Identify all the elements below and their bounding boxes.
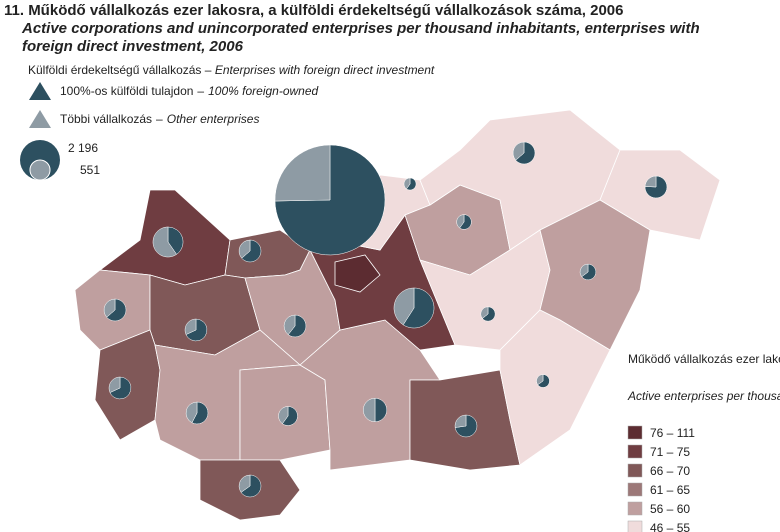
pie-foreign (537, 374, 550, 388)
pie-other (274, 144, 331, 202)
pie-foreign (241, 239, 262, 263)
dash: – (205, 63, 212, 77)
class-legend-title: Active enterprises per thousands (627, 389, 780, 403)
legend-en: 100% foreign-owned (208, 84, 318, 98)
pie-foreign (515, 141, 536, 165)
class-label: 76 – 111 (650, 426, 695, 440)
size-legend-circle (29, 159, 51, 181)
pie-foreign (581, 263, 597, 281)
legend-hu: Többi vállalkozás (60, 112, 152, 126)
pie-foreign (167, 226, 184, 255)
pie-other (185, 401, 198, 424)
pie-other (454, 414, 467, 428)
class-swatch (627, 425, 643, 440)
size-legend-label: 2 196 (68, 141, 98, 155)
subtitle: foreign direct investment, 2006 (22, 38, 244, 55)
class-label: 71 – 75 (650, 445, 690, 459)
class-swatch (627, 482, 643, 497)
legend: 100%-os külföldi tulajdon –100% foreign-o… (20, 82, 780, 532)
pie-other (238, 474, 251, 493)
pie-foreign (644, 175, 668, 199)
pie-foreign (240, 474, 262, 498)
pie-other (403, 177, 411, 190)
pie-foreign (482, 306, 496, 322)
class-legend-title: Működő vállalkozás ezer lakosra (628, 352, 780, 366)
pie-other (108, 376, 121, 393)
legend-hu: 100%-os külföldi tulajdon (60, 84, 193, 98)
subtitle: Active corporations and unincorporated e… (21, 20, 700, 37)
legend-title: Külföldi érdekeltségű vállalkozás – Ente… (28, 63, 435, 77)
pie-foreign (109, 376, 132, 400)
class-swatch (627, 444, 643, 459)
pie-foreign (374, 397, 387, 423)
pie-other (283, 314, 296, 335)
pie-foreign (402, 287, 435, 329)
size-legend-label: 551 (80, 163, 100, 177)
pie-other (103, 298, 116, 318)
legend-item: 100%-os külföldi tulajdon –100% foreign-o… (60, 84, 319, 98)
pie-other (456, 214, 465, 229)
pie-other (363, 397, 376, 423)
legend-symbol (29, 82, 51, 100)
pie-other (152, 226, 177, 258)
pie-foreign (106, 298, 127, 322)
legend-title-hu: Külföldi érdekeltségű vállalkozás (28, 63, 201, 77)
class-swatch (627, 501, 643, 516)
pie-other (536, 374, 544, 386)
title: 11. Működő vállalkozás ezer lakosra, a k… (4, 2, 623, 19)
pie-foreign (282, 406, 298, 426)
dash: – (156, 112, 163, 126)
legend-en: Other enterprises (167, 112, 260, 126)
pie-foreign (191, 401, 209, 425)
pie-other (480, 306, 489, 319)
map (74, 109, 721, 521)
pie-other (393, 287, 415, 326)
pie-foreign (459, 214, 472, 230)
pie-foreign (185, 318, 208, 342)
region (334, 254, 381, 293)
pie-other (184, 318, 197, 335)
pie-other (238, 239, 251, 259)
legend-symbol (29, 110, 51, 128)
region (499, 309, 611, 466)
pie-other (512, 141, 525, 161)
legend-item: Többi vállalkozás – Other enterprises (60, 112, 259, 126)
pie-foreign (287, 314, 307, 338)
class-label: 56 – 60 (650, 502, 690, 516)
legend-title-en: Enterprises with foreign direct investme… (215, 63, 435, 77)
class-swatch (627, 463, 643, 478)
class-label: 61 – 65 (650, 483, 690, 497)
class-label: 66 – 70 (650, 464, 690, 478)
pie-other (278, 406, 289, 425)
pie-other (644, 175, 657, 188)
class-swatch (627, 520, 643, 532)
class-label: 46 – 55 (650, 521, 690, 532)
dash: – (197, 84, 204, 98)
pie-other (579, 263, 589, 278)
pie-foreign (406, 177, 417, 191)
